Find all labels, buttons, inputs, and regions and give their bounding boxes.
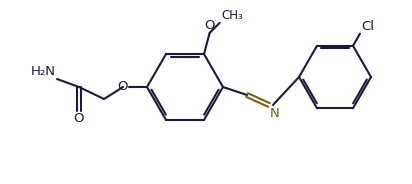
Text: H₂N: H₂N [31,65,56,78]
Text: Cl: Cl [361,20,374,33]
Text: O: O [74,112,84,125]
Text: O: O [204,19,215,32]
Text: N: N [270,107,280,120]
Text: CH₃: CH₃ [222,9,243,22]
Text: O: O [117,81,128,93]
